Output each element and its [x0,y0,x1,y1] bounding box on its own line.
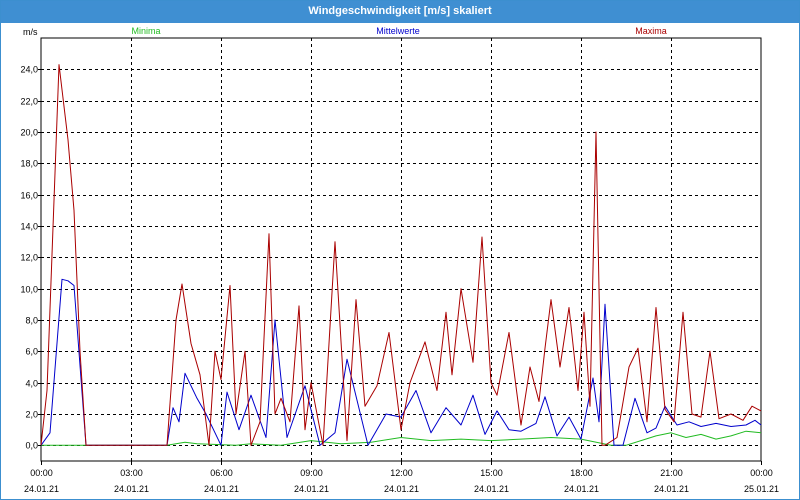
x-tick-date-label: 24.01.21 [564,484,599,494]
x-tick-time-label: 21:00 [660,468,683,478]
y-tick-label: 8,0 [25,316,38,326]
window-title: Windgeschwindigkeit [m/s] skaliert [1,1,799,23]
y-tick-label: 6,0 [25,347,38,357]
x-tick-time-label: 12:00 [390,468,413,478]
grid [40,37,762,462]
x-tick-date-label: 24.01.21 [474,484,509,494]
x-tick-time-label: 15:00 [480,468,503,478]
x-tick-time-label: 09:00 [300,468,323,478]
legend: Minima Mittelwerte Maxima [131,26,666,36]
x-tick-date-label: 24.01.21 [654,484,689,494]
x-tick-time-label: 03:00 [120,468,143,478]
x-tick-date-label: 24.01.21 [384,484,419,494]
y-tick-label: 16,0 [20,191,38,201]
series-line-maxima [40,64,762,446]
y-tick-label: 14,0 [20,222,38,232]
series-layer [40,64,762,446]
x-tick-time-label: 18:00 [570,468,593,478]
x-tick-time-label: 00:00 [30,468,53,478]
y-axis-label: m/s [23,27,38,37]
x-tick-time-label: 00:00 [750,468,773,478]
y-tick-label: 0,0 [25,441,38,451]
legend-entry-mittelwerte: Mittelwerte [376,26,420,36]
y-tick-label: 20,0 [20,128,38,138]
x-tick-time-label: 06:00 [210,468,233,478]
chart-area: 0,0 2,0 4,0 6,0 8,0 10,0 12,0 14,0 16,0 18,0 20,0 2… [20,26,779,494]
y-tick-label: 2,0 [25,410,38,420]
series-line-mittelwerte [40,278,762,446]
y-tick-label: 10,0 [20,285,38,295]
y-tick-label: 18,0 [20,159,38,169]
y-tick-label: 12,0 [20,253,38,263]
x-tick-date-label: 24.01.21 [114,484,149,494]
x-tick-date-label: 24.01.21 [24,484,59,494]
y-tick-label: 4,0 [25,379,38,389]
y-tick-label: 22,0 [20,97,38,107]
x-tick-date-label: 24.01.21 [294,484,329,494]
y-tick-label: 24,0 [20,65,38,75]
x-tick-date-label: 25.01.21 [744,484,779,494]
axes: 0,0 2,0 4,0 6,0 8,0 10,0 12,0 14,0 16,0 18,0 20,0 2… [20,27,779,494]
legend-entry-maxima: Maxima [635,26,667,36]
legend-entry-minima: Minima [131,26,160,36]
series-line-minima [41,430,762,446]
x-tick-date-label: 24.01.21 [204,484,239,494]
